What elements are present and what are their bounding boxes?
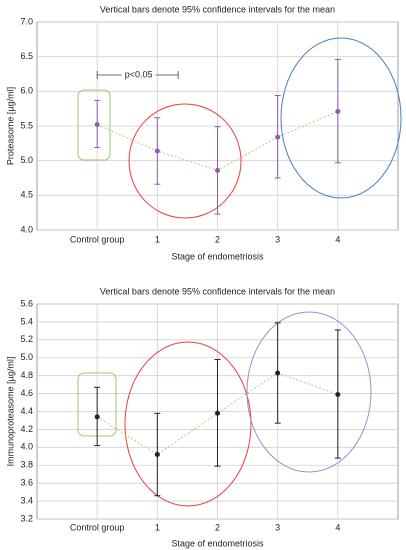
x-tick-label: 4 [335, 522, 340, 532]
mean-point [275, 370, 281, 376]
y-tick-label: 4.8 [20, 370, 33, 380]
y-tick-label: 5.2 [20, 334, 33, 344]
mean-point [215, 167, 220, 173]
mean-point [94, 414, 100, 420]
mean-point [94, 122, 100, 128]
highlight-outline [128, 103, 242, 219]
chart-title: Vertical bars denote 95% confidence inte… [100, 4, 335, 14]
y-tick-label: 5.0 [20, 352, 33, 362]
mean-point [335, 391, 341, 397]
y-tick-label: 3.4 [20, 495, 33, 505]
mean-point [154, 148, 160, 154]
y-tick-label: 4.4 [20, 406, 33, 416]
mean-point [335, 108, 341, 114]
y-tick-label: 4.6 [20, 388, 33, 398]
x-tick-label: Control group [70, 234, 125, 244]
highlight-outline [77, 89, 111, 161]
y-tick-label: 4.5 [20, 190, 33, 200]
x-tick-label: 2 [215, 522, 220, 532]
annotation: p<0.05 [125, 69, 153, 79]
x-axis-label: Stage of endometriosis [171, 251, 264, 261]
mean-point [154, 452, 160, 457]
y-tick-label: 3.8 [20, 460, 33, 470]
y-tick-label: 5.0 [20, 155, 33, 165]
y-tick-label: 4.0 [20, 224, 33, 234]
mean-point [275, 134, 281, 140]
y-tick-label: 6.0 [20, 86, 33, 96]
y-tick-label: 4.2 [20, 424, 33, 434]
x-tick-label: 2 [215, 234, 220, 244]
y-tick-label: 6.5 [20, 51, 33, 61]
y-axis-label: Proteasome [µg/ml] [5, 87, 15, 165]
y-tick-label: 5.6 [20, 298, 33, 308]
chart-title: Vertical bars denote 95% confidence inte… [100, 286, 335, 296]
x-tick-label: 1 [155, 522, 160, 532]
highlight-outline [124, 341, 252, 507]
y-tick-label: 4.0 [20, 442, 33, 452]
y-tick-label: 7.0 [20, 16, 33, 26]
x-tick-label: Control group [70, 522, 125, 532]
y-tick-label: 3.2 [20, 513, 33, 523]
x-axis-label: Stage of endometriosis [171, 538, 264, 548]
x-tick-label: 1 [155, 234, 160, 244]
highlight-outline [246, 311, 372, 473]
highlight-outline [280, 37, 402, 199]
mean-point [215, 410, 220, 416]
x-tick-label: 3 [275, 234, 280, 244]
x-tick-label: 3 [275, 522, 280, 532]
mean-trend-line [96, 372, 339, 456]
y-tick-label: 5.5 [20, 120, 33, 130]
y-axis-label: Immunoproteasome [µg/ml] [5, 357, 15, 467]
y-tick-label: 5.4 [20, 316, 33, 326]
significance-bracket [96, 71, 179, 79]
y-tick-label: 3.6 [20, 478, 33, 488]
x-tick-label: 4 [335, 234, 340, 244]
